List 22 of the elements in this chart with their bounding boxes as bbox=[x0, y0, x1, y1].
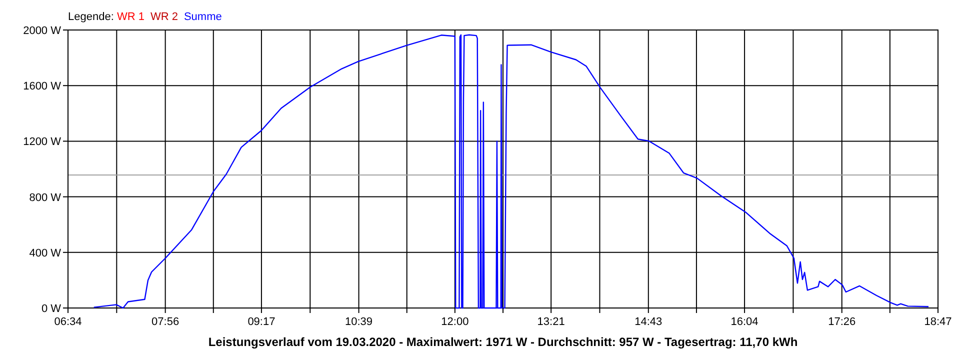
legend-label: WR 2 bbox=[150, 11, 178, 23]
y-tick-label: 0 W bbox=[41, 303, 62, 315]
x-axis-title: Leistungsverlauf vom 19.03.2020 - Maximalwert: 1971 W - Durchschnitt: 957 W - Tagesertrag: 11,70 kWh bbox=[208, 335, 798, 349]
x-tick-label: 18:47 bbox=[924, 316, 952, 328]
line-series bbox=[93, 34, 930, 309]
x-tick-label: 10:39 bbox=[345, 316, 373, 328]
y-tick-label: 1200 W bbox=[23, 136, 62, 148]
y-tick-label: 800 W bbox=[29, 192, 62, 204]
x-tick-label: 13:21 bbox=[537, 316, 565, 328]
y-tick-label: 2000 W bbox=[23, 25, 62, 37]
x-tick-label: 14:43 bbox=[634, 316, 662, 328]
y-tick-label: 400 W bbox=[29, 247, 62, 260]
legend-label: WR 1 bbox=[116, 11, 144, 23]
x-tick-label: 09:17 bbox=[248, 316, 276, 328]
x-tick-label: 12:00 bbox=[441, 316, 469, 328]
x-tick-label: 16:04 bbox=[730, 316, 758, 328]
x-tick-label: 06:34 bbox=[54, 316, 82, 328]
x-tick-label: 17:26 bbox=[828, 316, 856, 328]
legend-title: Legende: bbox=[68, 11, 117, 23]
text: Summe bbox=[184, 11, 222, 23]
x-tick-label: 07:56 bbox=[152, 316, 180, 328]
y-tick-label: 1600 W bbox=[23, 80, 62, 93]
